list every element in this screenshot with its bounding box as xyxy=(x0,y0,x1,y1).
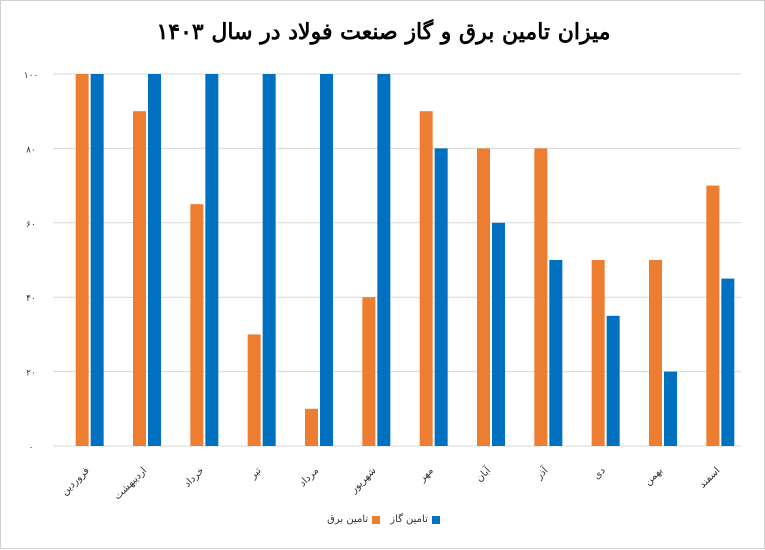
y-tick-label: ۴۰ xyxy=(26,294,36,304)
bar-electricity xyxy=(649,260,662,446)
bar-gas xyxy=(664,371,677,446)
bar-gas xyxy=(606,315,620,446)
bar-gas xyxy=(377,74,391,446)
bar-electricity xyxy=(477,148,490,446)
bar-electricity xyxy=(419,111,433,446)
x-tick-label: خرداد xyxy=(182,465,206,489)
x-tick-label: دی xyxy=(591,465,607,481)
bar-electricity xyxy=(706,185,720,446)
legend-label-electricity: تامین برق xyxy=(327,514,369,525)
bar-gas xyxy=(721,278,735,446)
y-tick-label: ۱۰۰ xyxy=(24,71,39,81)
bar-electricity xyxy=(362,297,376,446)
legend-item-electricity: تامین برق xyxy=(327,514,381,525)
bar-electricity xyxy=(305,408,318,446)
y-tick-label: ۰ xyxy=(29,443,34,453)
bar-gas xyxy=(262,74,276,446)
bar-gas xyxy=(549,260,563,446)
legend-swatch-electricity xyxy=(372,515,381,524)
x-tick-label: آذر xyxy=(532,463,551,482)
y-tick-label: ۶۰ xyxy=(26,220,36,230)
x-tick-label: فروردین xyxy=(59,465,92,498)
bar-gas xyxy=(434,148,448,446)
x-tick-label: مرداد xyxy=(297,465,321,489)
x-tick-label: اردیبهشت xyxy=(112,465,149,502)
x-tick-label: آبان xyxy=(473,463,494,484)
bar-gas xyxy=(320,74,333,446)
bar-electricity xyxy=(190,204,204,446)
x-tick-label: شهریور xyxy=(348,465,379,496)
bar-electricity xyxy=(591,260,605,446)
legend-swatch-gas xyxy=(431,515,440,524)
chart-title: میزان تامین برق و گاز صنعت فولاد در سال … xyxy=(156,19,611,45)
bar-gas xyxy=(492,222,505,446)
x-tick-label: بهمن xyxy=(643,465,665,487)
legend: تامین گاز تامین برق xyxy=(1,514,765,525)
y-tick-label: ۲۰ xyxy=(26,369,36,379)
bar-electricity xyxy=(534,148,548,446)
bar-electricity xyxy=(247,334,261,446)
bar-gas xyxy=(148,74,161,446)
bar-electricity xyxy=(133,111,146,446)
y-tick-label: ۸۰ xyxy=(26,145,36,155)
x-tick-label: مهر xyxy=(416,465,435,484)
bar-gas xyxy=(90,74,104,446)
x-tick-label: اسفند xyxy=(697,465,722,490)
bar-gas xyxy=(205,74,219,446)
bar-electricity xyxy=(75,74,89,446)
legend-label-gas: تامین گاز xyxy=(390,514,428,525)
legend-item-gas: تامین گاز xyxy=(390,514,440,525)
x-tick-label: تیر xyxy=(247,465,264,482)
